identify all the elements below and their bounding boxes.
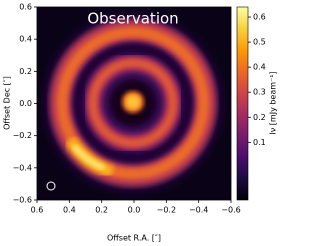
colorbar-tick-label: 0.5 <box>253 38 266 47</box>
colorbar-tick-label: 0.2 <box>253 113 266 122</box>
x-tick-label: 0.2 <box>95 206 108 215</box>
y-tick-label: −0.4 <box>13 163 32 172</box>
colorbar-tick-label: 0.4 <box>253 63 266 72</box>
chart-title: Observation <box>87 10 178 28</box>
colorbar-tick-label: 0.6 <box>253 13 266 22</box>
y-tick-label: 0.2 <box>19 67 32 76</box>
x-tick-label: 0.6 <box>31 206 44 215</box>
y-axis-label: Offset Dec [″] <box>3 76 12 130</box>
x-axis-label: Offset R.A. [″] <box>107 234 161 243</box>
colorbar-tick-label: 0.3 <box>253 88 266 97</box>
colorbar <box>236 6 249 201</box>
colorbar-tick-label: 0.1 <box>253 138 266 147</box>
x-tick-label: 0.4 <box>63 206 76 215</box>
y-tick-label: 0.6 <box>19 3 32 12</box>
y-tick-label: −0.2 <box>13 131 32 140</box>
y-tick-label: 0.4 <box>19 35 32 44</box>
y-tick-label: −0.6 <box>13 196 32 205</box>
y-tick-label: 0.0 <box>19 99 32 108</box>
x-tick-label: −0.2 <box>157 206 176 215</box>
figure: Observation Offset R.A. [″] Offset Dec [… <box>3 3 278 243</box>
colorbar-label: Iν [mJy beam⁻¹] <box>269 71 278 134</box>
x-tick-label: −0.4 <box>189 206 208 215</box>
image <box>37 7 231 200</box>
x-tick-label: −0.6 <box>221 206 240 215</box>
x-tick-label: 0.0 <box>128 206 141 215</box>
